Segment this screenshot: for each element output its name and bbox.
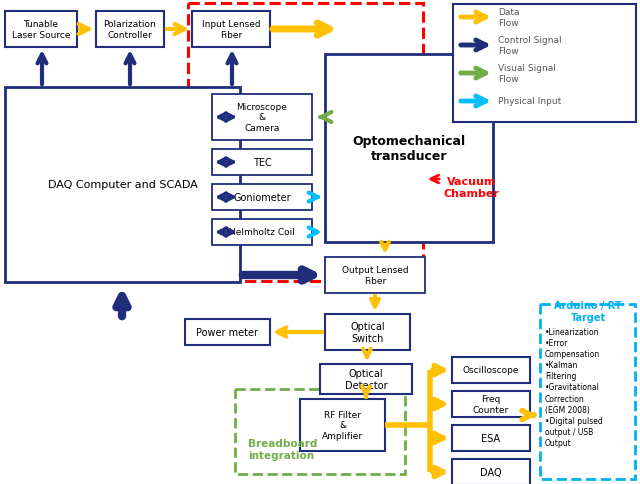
Bar: [96, 12, 164, 48]
Text: Polarization
Controller: Polarization Controller: [104, 20, 156, 40]
Text: Oscilloscope: Oscilloscope: [463, 366, 519, 375]
Text: Freq
Counter: Freq Counter: [473, 394, 509, 414]
Text: Helmholtz Coil: Helmholtz Coil: [229, 228, 295, 237]
Text: DAQ Computer and SCADA: DAQ Computer and SCADA: [47, 180, 197, 190]
Bar: [453, 5, 636, 123]
Text: Vacuum
Chamber: Vacuum Chamber: [444, 177, 500, 198]
Text: RF Filter
&
Amplifier: RF Filter & Amplifier: [322, 410, 363, 440]
Bar: [452, 459, 530, 484]
Bar: [5, 88, 240, 283]
Bar: [325, 314, 410, 350]
Text: Breadboard
integration: Breadboard integration: [248, 439, 317, 460]
Bar: [540, 304, 635, 479]
Bar: [452, 425, 530, 451]
Text: Power meter: Power meter: [196, 327, 259, 337]
Bar: [212, 220, 312, 245]
Bar: [235, 389, 405, 474]
Text: ESA: ESA: [481, 433, 500, 443]
Bar: [5, 12, 77, 48]
Bar: [185, 319, 270, 345]
Bar: [212, 95, 312, 141]
Bar: [452, 391, 530, 417]
Bar: [320, 364, 412, 394]
Bar: [212, 184, 312, 211]
Bar: [188, 4, 423, 281]
Bar: [192, 12, 270, 48]
Text: Input Lensed
Fiber: Input Lensed Fiber: [202, 20, 260, 40]
Bar: [212, 150, 312, 176]
Text: TEC: TEC: [253, 158, 271, 167]
Text: Optical
Detector: Optical Detector: [345, 368, 387, 390]
Bar: [325, 257, 425, 293]
Text: Data
Flow: Data Flow: [498, 8, 520, 28]
Text: Microscope
&
Camera: Microscope & Camera: [237, 103, 287, 133]
Bar: [325, 55, 493, 242]
Text: Goniometer: Goniometer: [233, 193, 291, 203]
Text: Physical Input: Physical Input: [498, 97, 561, 106]
Text: Visual Signal
Flow: Visual Signal Flow: [498, 64, 556, 84]
Bar: [452, 357, 530, 383]
Text: Optical
Switch: Optical Switch: [350, 321, 385, 343]
Text: Optomechanical
transducer: Optomechanical transducer: [353, 135, 465, 163]
Bar: [300, 399, 385, 451]
Text: Tunable
Laser Source: Tunable Laser Source: [12, 20, 70, 40]
Text: Output Lensed
Fiber: Output Lensed Fiber: [342, 266, 408, 285]
Text: DAQ: DAQ: [480, 467, 502, 477]
Text: •Linearization
•Error
Compensation
•Kalman
Filtering
•Gravitational
Correction
(: •Linearization •Error Compensation •Kalm…: [545, 327, 603, 447]
Text: Arduino / RT
Target: Arduino / RT Target: [554, 301, 622, 322]
Text: Control Signal
Flow: Control Signal Flow: [498, 36, 562, 56]
